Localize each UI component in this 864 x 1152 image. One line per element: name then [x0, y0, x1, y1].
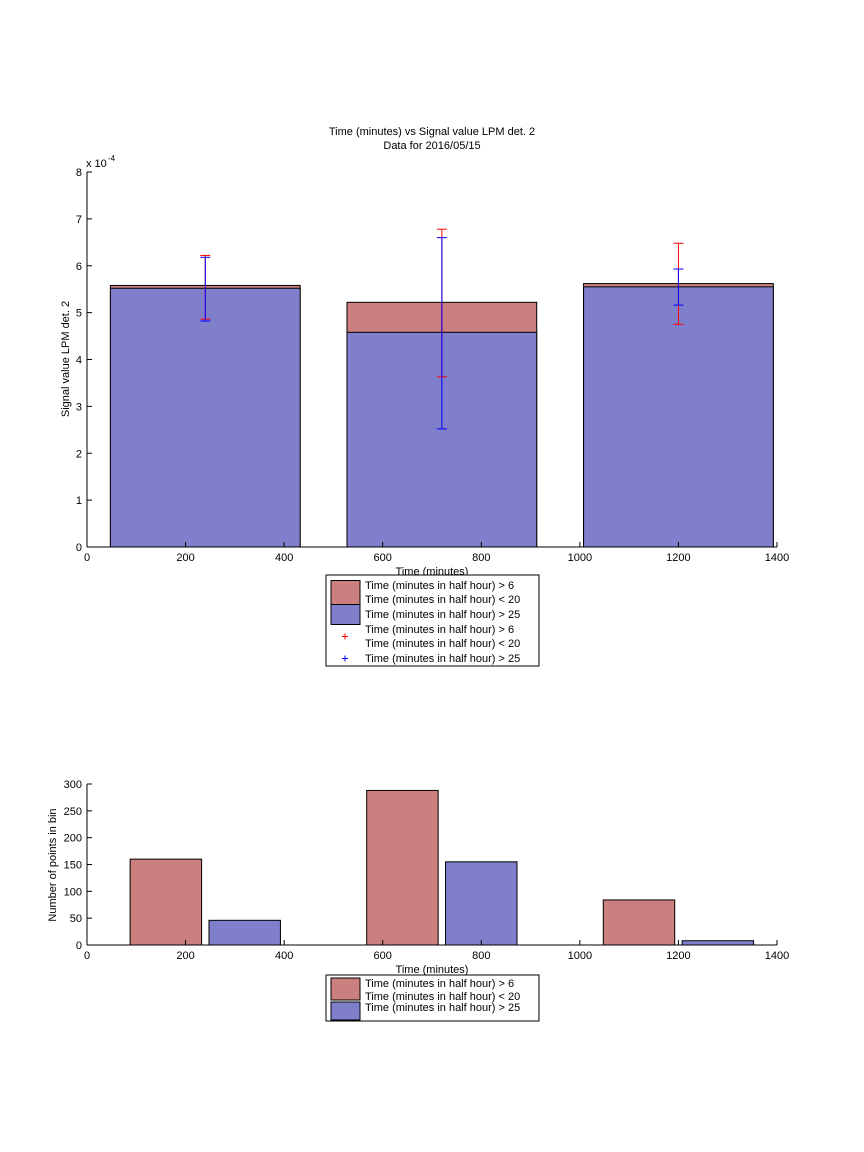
count-bar-red-0	[129, 858, 203, 946]
bar-blue-0	[109, 287, 301, 548]
legend-label-2-1: Time (minutes in half hour) < 20	[365, 638, 520, 650]
x-tick-label-2: 800	[472, 950, 490, 962]
y-tick-label: 2	[76, 448, 82, 460]
y-exponent-label: x 10 -4	[86, 154, 116, 170]
count-bar-blue-1	[445, 861, 518, 946]
legend-box-2	[325, 974, 540, 1022]
legend-label-2-1-0: Time (minutes in half hour) > 25	[365, 1002, 520, 1014]
x-tick-label: 1200	[666, 552, 690, 564]
x-axis-label-2: Time (minutes)	[396, 964, 469, 976]
plot-area-signal: 0 200 400 600 800 1000 1200 1400 0 1 2 3 4 5 6 7 8	[76, 167, 789, 564]
legend-label-2-0-1: Time (minutes in half hour) < 20	[365, 991, 520, 1003]
y-tick-label: 6	[76, 261, 82, 273]
bar-blue-2	[583, 286, 774, 548]
x-tick-label: 200	[176, 552, 194, 564]
count-bar-red-1	[366, 789, 439, 946]
y-axis-label: Signal value LPM det. 2	[60, 301, 72, 417]
x-tick-label: 1400	[765, 552, 789, 564]
x-tick-label: 800	[472, 552, 490, 564]
y-tick-label: 1	[76, 495, 82, 507]
y-tick-label-2: 300	[64, 779, 82, 791]
y-tick-label-2: 50	[70, 913, 82, 925]
x-tick-label-2: 200	[176, 950, 194, 962]
x-tick-label: 600	[374, 552, 392, 564]
count-bar-blue-0	[208, 919, 281, 946]
legend-signal: Time (minutes in half hour) > 6 Time (min…	[325, 574, 540, 667]
legend-label-1-0: Time (minutes in half hour) > 25	[365, 609, 520, 621]
y-tick-label: 5	[76, 308, 82, 320]
legend-swatch-1	[330, 604, 361, 625]
legend-swatch-2-1	[330, 1001, 361, 1021]
legend-swatch-2-0	[330, 977, 361, 1001]
y-exponent-power: -4	[108, 154, 116, 163]
count-bar-blue-2	[681, 940, 755, 946]
x-tick-label-2: 400	[275, 950, 293, 962]
y-axis-label-2: Number of points in bin	[47, 808, 59, 921]
x-tick-label-2: 1200	[666, 950, 690, 962]
errorbar-blue-2	[673, 268, 684, 306]
x-tick-label: 1000	[568, 552, 592, 564]
legend-label-2-0-0: Time (minutes in half hour) > 6	[365, 978, 514, 990]
y-tick-label-2: 0	[76, 940, 82, 952]
plot-area-counts: 0 200 400 600 800 1000 1200 1400 0 50 100 150 200 250…	[64, 779, 790, 962]
x-tick-label-2: 1000	[568, 950, 592, 962]
y-tick-label: 4	[76, 355, 82, 367]
x-tick-label: 0	[84, 552, 90, 564]
errorbar-blue-0	[200, 256, 211, 322]
chart-title: Time (minutes) vs Signal value LPM det. …	[329, 126, 535, 138]
y-tick-label: 8	[76, 167, 82, 179]
legend-label-3-0: Time (minutes in half hour) > 25	[365, 653, 520, 665]
chart-subtitle: Data for 2016/05/15	[383, 140, 480, 152]
y-tick-label: 0	[76, 542, 82, 554]
x-tick-label-2: 1400	[765, 950, 789, 962]
y-tick-label-2: 100	[64, 886, 82, 898]
x-tick-label-2: 0	[84, 950, 90, 962]
y-tick-label: 3	[76, 401, 82, 413]
x-tick-label-2: 600	[374, 950, 392, 962]
legend-label-0-0: Time (minutes in half hour) > 6	[365, 580, 514, 592]
legend-label-2-0: Time (minutes in half hour) > 6	[365, 624, 514, 636]
y-exponent-base: x 10	[86, 158, 107, 170]
count-bar-red-2	[602, 899, 676, 946]
errorbar-blue-1	[436, 237, 447, 430]
y-tick-label-2: 150	[64, 860, 82, 872]
legend-label-0-1: Time (minutes in half hour) < 20	[365, 594, 520, 606]
legend-swatch-0	[330, 580, 361, 605]
legend-box	[325, 574, 540, 667]
y-tick-label-2: 200	[64, 833, 82, 845]
x-tick-label: 400	[275, 552, 293, 564]
y-tick-label: 7	[76, 214, 82, 226]
y-tick-label-2: 250	[64, 806, 82, 818]
